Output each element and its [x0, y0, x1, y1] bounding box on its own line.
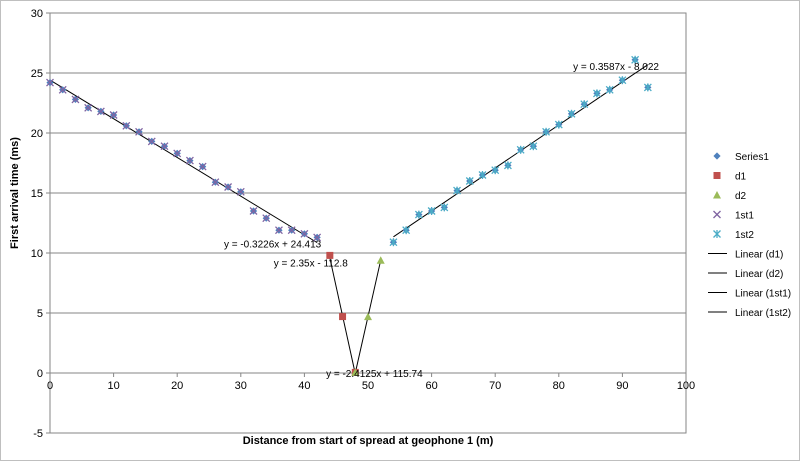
equation-2: y = -0.3226x + 24.413 [224, 239, 322, 250]
equation-0: y = -2.4125x + 115.74 [326, 369, 423, 380]
point-d1-1 [339, 313, 347, 321]
point-1st1-16 [249, 207, 258, 215]
legend-marker-1st1 [713, 210, 721, 219]
point-1st2-2 [414, 210, 423, 219]
y-tick-label-0: 0 [37, 368, 43, 380]
point-1st2-1 [402, 226, 411, 235]
trendline-equations: y = -2.4125x + 115.74 y = 2.35x - 112.8 y … [224, 62, 659, 380]
point-1st2-17 [605, 85, 614, 94]
legend-label-1st2: 1st2 [735, 230, 754, 241]
legend-label-trend-0: Linear (d1) [735, 250, 783, 261]
data-points [46, 55, 652, 376]
equation-3: y = 0.3587x - 8.022 [573, 62, 659, 73]
legend-marker-d1 [713, 172, 721, 179]
point-1st1-13 [211, 178, 220, 187]
legend-label-trend-3: Linear (1st2) [735, 308, 791, 319]
point-1st2-7 [478, 171, 487, 179]
point-d2-0 [351, 368, 360, 376]
equation-1: y = 2.35x - 112.8 [274, 259, 348, 270]
point-1st2-13 [554, 120, 563, 129]
y-tick-label-20: 20 [31, 128, 43, 140]
legend-label-trend-2: Linear (1st1) [735, 289, 791, 300]
point-1st1-21 [313, 233, 322, 242]
point-1st2-9 [503, 161, 512, 170]
point-1st1-3 [84, 103, 93, 112]
point-1st1-19 [287, 226, 296, 235]
plot-area [49, 12, 687, 434]
x-axis-title: Distance from start of spread at geophon… [243, 435, 494, 447]
point-1st1-0 [46, 78, 54, 87]
x-tick-label-70: 70 [489, 380, 501, 392]
point-1st2-0 [389, 238, 398, 247]
trendline-2 [49, 79, 318, 244]
point-1st2-8 [491, 166, 500, 175]
x-tick-label-50: 50 [362, 380, 374, 392]
point-1st1-10 [173, 149, 182, 158]
legend-label-d1: d1 [735, 172, 747, 183]
point-1st1-9 [160, 142, 169, 151]
point-1st1-8 [147, 137, 156, 146]
x-tick-label-80: 80 [553, 380, 565, 392]
point-1st2-19 [631, 55, 640, 64]
x-tick-label-60: 60 [425, 380, 437, 392]
y-tick-label-15: 15 [31, 188, 43, 200]
y-tick-label--5: -5 [33, 428, 43, 440]
legend: Series1 d1 d2 1st1 1st2 Linear (d1) Linear (d2… [708, 152, 791, 319]
legend-label-trend-1: Linear (d2) [735, 269, 783, 280]
point-1st2-11 [529, 142, 538, 151]
point-d1-0 [326, 251, 334, 259]
point-1st2-3 [427, 207, 436, 215]
legend-marker-1st2 [713, 230, 721, 238]
point-1st2-5 [453, 186, 461, 195]
x-tick-label-40: 40 [298, 380, 310, 392]
x-tick-label-20: 20 [171, 380, 183, 392]
point-1st2-4 [440, 203, 449, 212]
point-1st1-15 [236, 187, 245, 196]
y-axis-ticks: -5 0 5 10 15 20 25 30 [31, 8, 50, 440]
point-1st2-10 [516, 145, 525, 154]
x-tick-label-100: 100 [677, 380, 695, 392]
point-1st2-6 [465, 177, 474, 185]
point-d2-1 [364, 312, 372, 321]
point-1st2-18 [618, 76, 627, 85]
point-1st1-18 [275, 226, 283, 235]
x-tick-label-0: 0 [47, 380, 53, 392]
legend-label-d2: d2 [735, 191, 747, 202]
y-tick-label-5: 5 [37, 308, 43, 320]
y-tick-label-25: 25 [31, 68, 43, 80]
x-tick-label-30: 30 [235, 380, 247, 392]
y-tick-label-30: 30 [31, 8, 43, 20]
x-axis-ticks: 0 10 20 30 40 50 60 70 80 90 100 [47, 373, 695, 392]
legend-label-1st1: 1st1 [735, 211, 754, 222]
point-d2-2 [376, 256, 385, 264]
point-1st1-6 [122, 121, 131, 130]
y-tick-label-10: 10 [31, 248, 43, 260]
point-1st1-4 [96, 107, 105, 116]
point-1st2-20 [643, 83, 652, 92]
point-1st1-11 [185, 156, 194, 165]
point-1st1-17 [262, 214, 271, 223]
x-tick-label-90: 90 [616, 380, 628, 392]
point-1st1-1 [58, 85, 67, 94]
legend-label-Series1: Series1 [735, 152, 769, 163]
y-axis-title: First arrival time (ms) [9, 137, 21, 249]
point-1st1-5 [109, 111, 118, 119]
legend-marker-d2 [713, 191, 721, 199]
legend-marker-Series1 [713, 152, 721, 160]
point-1st2-12 [542, 127, 551, 136]
x-tick-label-10: 10 [107, 380, 119, 392]
point-1st1-14 [224, 183, 233, 191]
point-1st2-14 [567, 109, 576, 118]
point-1st1-12 [198, 162, 207, 171]
point-1st1-20 [300, 229, 309, 238]
point-1st2-15 [580, 100, 589, 109]
point-1st1-2 [71, 95, 80, 104]
point-1st1-7 [135, 127, 143, 136]
point-1st2-16 [593, 89, 601, 98]
